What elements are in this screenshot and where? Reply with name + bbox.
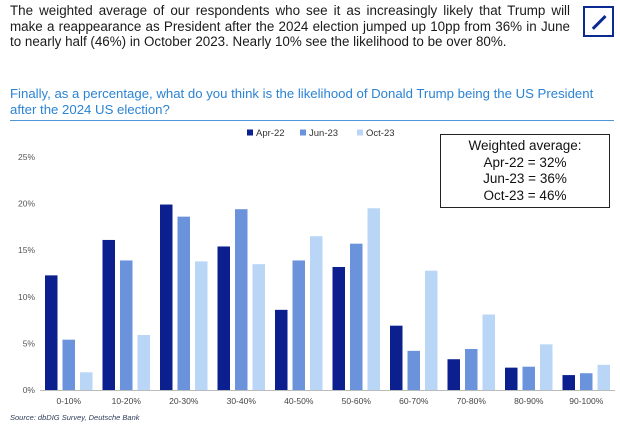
bar-40-50-apr-22 bbox=[275, 309, 288, 390]
bar-50-60-jun-23 bbox=[350, 243, 363, 390]
bar-90-100-apr-22 bbox=[562, 375, 575, 390]
legend-swatch-jun-23 bbox=[300, 129, 306, 136]
legend-label-oct-23: Oct-23 bbox=[366, 128, 395, 139]
bar-30-40-apr-22 bbox=[217, 246, 230, 390]
bar-40-50-jun-23 bbox=[292, 260, 305, 390]
bar-20-30-oct-23 bbox=[195, 261, 208, 390]
header-divider bbox=[10, 120, 614, 121]
weighted-average-oct23: Oct-23 = 46% bbox=[483, 187, 567, 203]
bar-80-90-oct-23 bbox=[540, 344, 553, 390]
bar-70-80-apr-22 bbox=[447, 359, 460, 390]
bar-90-100-jun-23 bbox=[580, 373, 593, 390]
deutsche-bank-logo-icon bbox=[583, 6, 614, 37]
bar-0-10-apr-22 bbox=[45, 275, 58, 390]
likelihood-bar-chart: Apr-22 Jun-23 Oct-23 0% 5% 10% 15% 20% 25% 0-10… bbox=[18, 128, 615, 406]
x-tick-label: 70-80% bbox=[457, 396, 487, 406]
bar-50-60-apr-22 bbox=[332, 266, 345, 390]
x-axis: 0-10% 10-20% 20-30% 30-40% 40-50% 50-60% 60-70… bbox=[40, 390, 615, 406]
bar-60-70-apr-22 bbox=[390, 325, 403, 390]
y-tick-label: 25% bbox=[18, 152, 35, 162]
bar-10-20-oct-23 bbox=[137, 335, 150, 390]
bar-20-30-apr-22 bbox=[160, 204, 173, 390]
y-axis: 0% 5% 10% 15% 20% 25% bbox=[18, 152, 35, 395]
x-tick-label: 90-100% bbox=[569, 396, 603, 406]
bar-30-40-oct-23 bbox=[252, 264, 265, 390]
weighted-average-jun23: Jun-23 = 36% bbox=[483, 171, 567, 186]
x-tick-label: 60-70% bbox=[399, 396, 429, 406]
bar-0-10-oct-23 bbox=[80, 372, 93, 390]
bar-60-70-oct-23 bbox=[425, 270, 438, 390]
x-tick-label: 80-90% bbox=[514, 396, 544, 406]
bar-40-50-oct-23 bbox=[310, 236, 323, 390]
x-tick-label: 20-30% bbox=[169, 396, 199, 406]
bars-group bbox=[45, 204, 610, 390]
bar-80-90-jun-23 bbox=[522, 366, 535, 390]
y-tick-label: 0% bbox=[23, 385, 36, 395]
bar-30-40-jun-23 bbox=[235, 209, 248, 390]
bar-10-20-jun-23 bbox=[120, 260, 133, 390]
bar-90-100-oct-23 bbox=[597, 364, 610, 390]
weighted-average-apr22: Apr-22 = 32% bbox=[483, 154, 567, 170]
x-tick-label: 30-40% bbox=[227, 396, 257, 406]
x-tick-label: 0-10% bbox=[56, 396, 81, 406]
bar-0-10-jun-23 bbox=[62, 339, 75, 390]
legend-label-apr-22: Apr-22 bbox=[256, 128, 285, 139]
intro-text: The weighted average of our respondents … bbox=[10, 3, 570, 50]
x-tick-label: 40-50% bbox=[284, 396, 314, 406]
bar-80-90-apr-22 bbox=[505, 367, 518, 390]
bar-20-30-jun-23 bbox=[177, 216, 190, 390]
x-tick-label: 50-60% bbox=[342, 396, 372, 406]
bar-10-20-apr-22 bbox=[102, 239, 115, 390]
legend-swatch-apr-22 bbox=[247, 129, 253, 136]
bar-70-80-jun-23 bbox=[465, 348, 478, 390]
y-tick-label: 5% bbox=[23, 338, 36, 348]
legend-swatch-oct-23 bbox=[357, 129, 363, 136]
source-note: Source: dbDIG Survey, Deutsche Bank bbox=[10, 413, 140, 422]
question-text: Finally, as a percentage, what do you th… bbox=[10, 86, 594, 117]
bar-70-80-oct-23 bbox=[482, 314, 495, 390]
chart-legend: Apr-22 Jun-23 Oct-23 bbox=[247, 128, 395, 139]
bar-60-70-jun-23 bbox=[407, 350, 420, 390]
legend-label-jun-23: Jun-23 bbox=[309, 128, 338, 139]
weighted-average-box: Weighted average: Apr-22 = 32% Jun-23 = … bbox=[440, 134, 610, 208]
y-tick-label: 15% bbox=[18, 245, 35, 255]
bar-50-60-oct-23 bbox=[367, 208, 380, 390]
y-tick-label: 10% bbox=[18, 292, 35, 302]
x-tick-label: 10-20% bbox=[112, 396, 142, 406]
y-tick-label: 20% bbox=[18, 199, 35, 209]
weighted-average-title: Weighted average: bbox=[468, 138, 582, 153]
